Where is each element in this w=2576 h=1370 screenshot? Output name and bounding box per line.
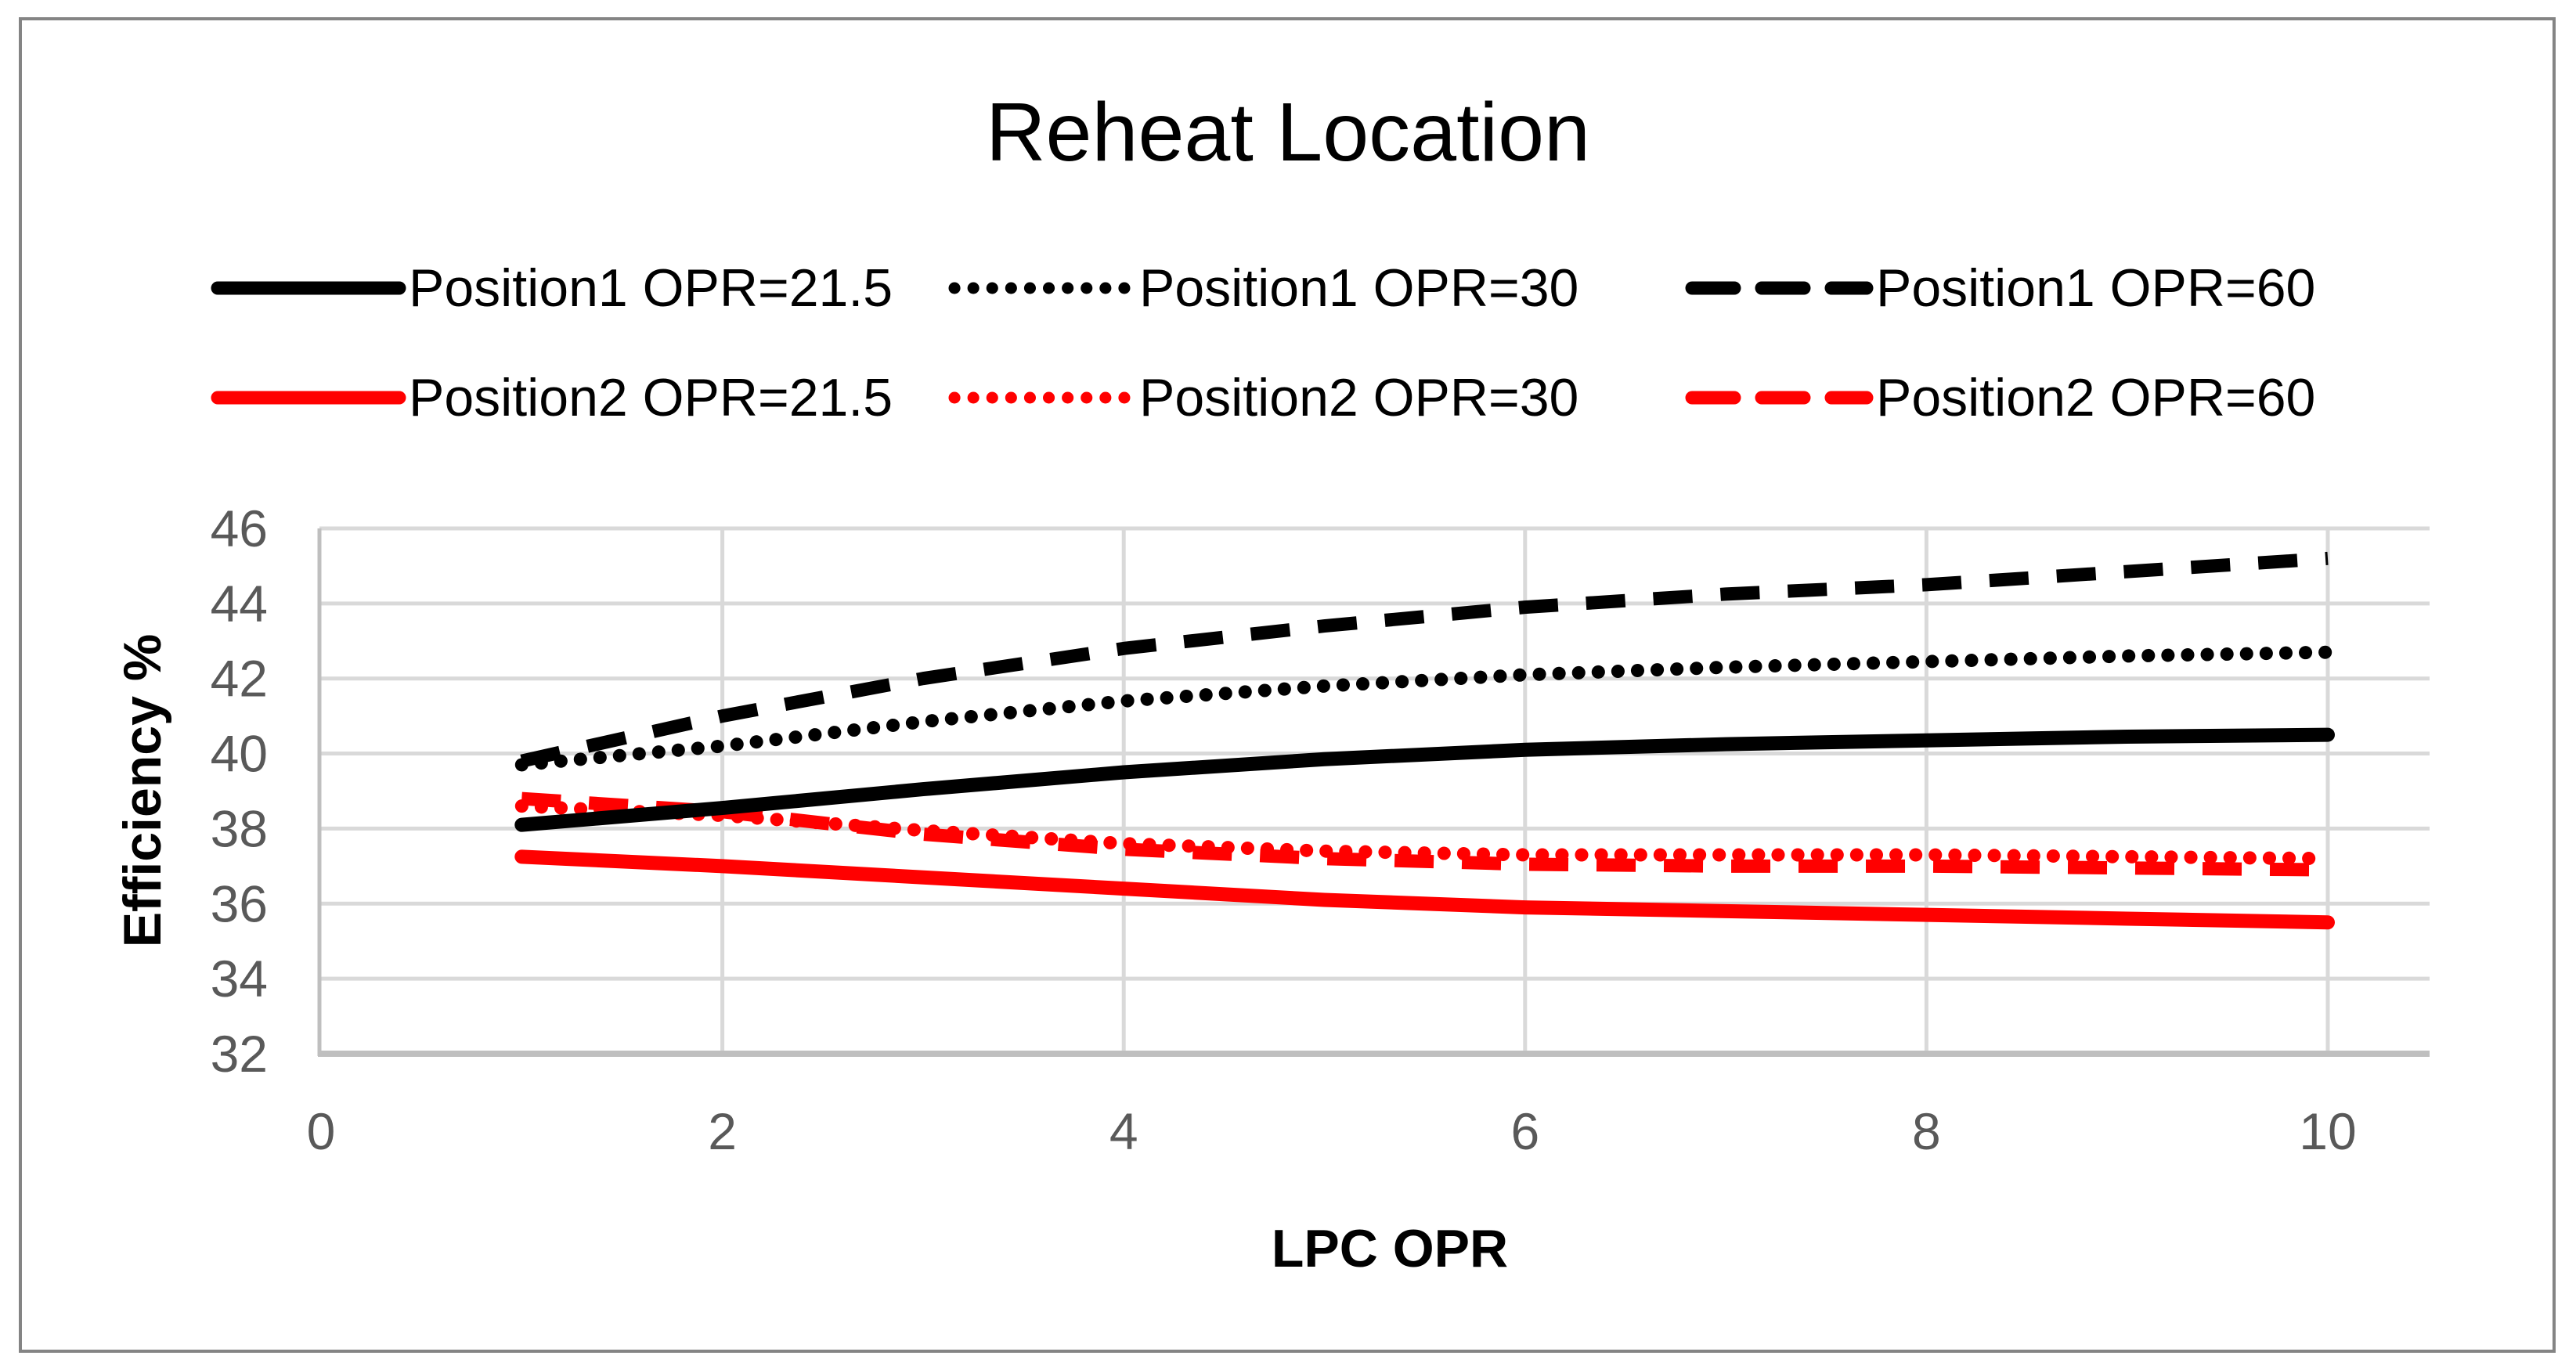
legend-label: Position2 OPR=60: [1876, 368, 2315, 427]
y-tick-label: 34: [211, 950, 268, 1008]
legend-item: Position1 OPR=60: [1685, 258, 2315, 318]
series-line-position1-opr-21-5: [514, 727, 2335, 832]
y-tick-label: 36: [211, 874, 268, 932]
series-lines: [514, 551, 2335, 930]
y-tick-label: 46: [211, 499, 268, 557]
y-tick-label: 32: [211, 1025, 268, 1083]
y-tick-label: 42: [211, 650, 268, 708]
chart-title: Reheat Location: [986, 86, 1590, 178]
y-tick-label: 44: [211, 575, 268, 633]
legend-item: Position2 OPR=21.5: [211, 368, 893, 427]
series-line-position2-opr-30: [514, 799, 2335, 866]
chart-legend: Position1 OPR=21.5 Position1 OPR=30 Positi…: [211, 258, 2315, 427]
legend-label: Position2 OPR=30: [1139, 368, 1578, 427]
legend-item: Position1 OPR=21.5: [211, 258, 893, 318]
axes: [317, 528, 2430, 1057]
series-line-position1-opr-30: [514, 645, 2335, 772]
legend-label: Position1 OPR=21.5: [409, 258, 893, 318]
legend-label: Position1 OPR=60: [1876, 258, 2315, 318]
x-tick-label: 4: [1109, 1102, 1138, 1160]
x-tick-label: 10: [2299, 1102, 2356, 1160]
x-tick-label: 2: [708, 1102, 737, 1160]
x-tick-label: 6: [1510, 1102, 1539, 1160]
y-axis-title: Efficiency %: [113, 634, 172, 948]
gridlines: [319, 526, 2430, 1054]
chart-border: [19, 17, 2556, 1353]
x-axis-title: LPC OPR: [1272, 1219, 1508, 1278]
legend-item: Position2 OPR=30: [948, 368, 1578, 427]
legend-item: Position2 OPR=60: [1685, 368, 2315, 427]
legend-label: Position1 OPR=30: [1139, 258, 1578, 318]
y-tick-label: 40: [211, 725, 268, 783]
legend-label: Position2 OPR=21.5: [409, 368, 893, 427]
series-line-position1-opr-60: [520, 551, 2329, 768]
y-tick-label: 38: [211, 799, 268, 857]
legend-item: Position1 OPR=30: [948, 258, 1578, 318]
series-line-position2-opr-21-5: [514, 849, 2335, 930]
x-tick-label: 0: [307, 1102, 336, 1160]
x-tick-label: 8: [1912, 1102, 1941, 1160]
